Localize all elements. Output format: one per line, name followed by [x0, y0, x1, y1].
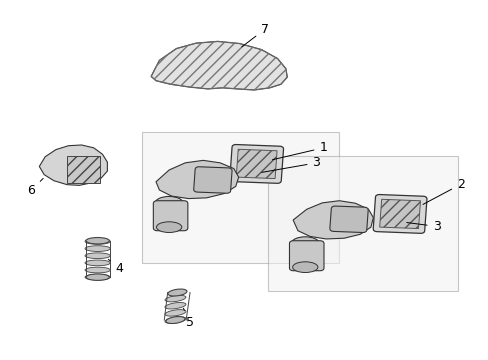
Text: 4: 4 — [108, 259, 123, 275]
Ellipse shape — [86, 274, 109, 280]
Ellipse shape — [290, 237, 319, 250]
Ellipse shape — [85, 274, 110, 280]
Polygon shape — [151, 41, 287, 90]
Ellipse shape — [292, 262, 317, 273]
Text: 3: 3 — [406, 220, 440, 233]
Ellipse shape — [164, 295, 185, 302]
Text: 7: 7 — [242, 23, 268, 47]
Ellipse shape — [164, 310, 185, 316]
FancyBboxPatch shape — [193, 167, 232, 193]
Text: 1: 1 — [272, 141, 326, 160]
Ellipse shape — [156, 222, 182, 233]
Bar — [236, 149, 277, 179]
Ellipse shape — [85, 239, 110, 244]
Ellipse shape — [85, 260, 110, 266]
Ellipse shape — [86, 238, 109, 244]
Ellipse shape — [167, 289, 186, 296]
Text: 2: 2 — [422, 178, 464, 204]
Ellipse shape — [155, 197, 183, 210]
Ellipse shape — [165, 316, 184, 324]
Text: 6: 6 — [27, 179, 43, 197]
Text: 3: 3 — [261, 156, 320, 172]
Polygon shape — [292, 201, 372, 239]
Polygon shape — [267, 156, 458, 292]
Polygon shape — [156, 160, 238, 199]
Polygon shape — [142, 132, 339, 263]
FancyBboxPatch shape — [372, 194, 426, 233]
FancyBboxPatch shape — [229, 144, 283, 183]
FancyBboxPatch shape — [153, 201, 187, 231]
FancyBboxPatch shape — [329, 206, 367, 233]
Bar — [379, 199, 420, 229]
FancyBboxPatch shape — [289, 241, 324, 271]
Ellipse shape — [85, 246, 110, 251]
Text: 5: 5 — [183, 308, 194, 329]
Ellipse shape — [164, 302, 185, 309]
Bar — [66, 156, 100, 183]
Ellipse shape — [85, 267, 110, 273]
Ellipse shape — [164, 317, 185, 323]
Polygon shape — [39, 145, 107, 185]
Ellipse shape — [85, 253, 110, 258]
